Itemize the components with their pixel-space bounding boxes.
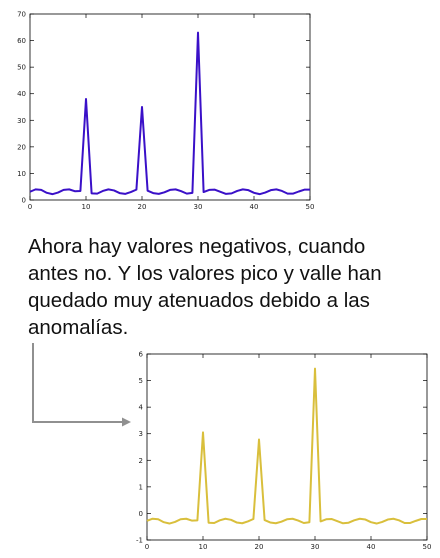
chart-bottom-ytick-label-2: 1 bbox=[139, 483, 143, 491]
chart-bottom-xtick-label-1: 10 bbox=[199, 543, 208, 551]
chart-top-ytick-label-0: 0 bbox=[22, 197, 26, 205]
annotation-line-3: quedado muy atenuados debido a las bbox=[28, 289, 370, 312]
arrow-head bbox=[122, 417, 131, 427]
arrow-path bbox=[32, 343, 124, 423]
chart-top: 0 10 20 30 40 50 0 10 20 30 40 50 60 70 bbox=[17, 11, 314, 212]
annotation-arrow bbox=[32, 343, 131, 427]
chart-bottom-ytick-label-6: 5 bbox=[139, 377, 143, 385]
chart-bottom-ytick-label-0: -1 bbox=[136, 537, 143, 545]
chart-top-xtick-label-4: 40 bbox=[250, 203, 259, 211]
chart-bottom-ytick-label-1: 0 bbox=[139, 510, 143, 518]
chart-top-ytick-label-4: 40 bbox=[17, 90, 26, 98]
chart-top-ytick-label-5: 50 bbox=[17, 64, 26, 72]
chart-top-ytick-label-6: 60 bbox=[17, 37, 26, 45]
chart-bottom-xtick-label-2: 20 bbox=[255, 543, 264, 551]
chart-bottom-frame bbox=[146, 353, 428, 541]
chart-bottom-xtick-label-0: 0 bbox=[145, 543, 149, 551]
annotation-text: Ahora hay valores negativos, cuando ante… bbox=[28, 235, 382, 339]
chart-top-xtick-label-5: 50 bbox=[306, 203, 315, 211]
annotation-line-4: anomalías. bbox=[28, 316, 128, 339]
chart-bottom-xtick-label-4: 40 bbox=[367, 543, 376, 551]
chart-top-xtick-label-1: 10 bbox=[82, 203, 91, 211]
chart-top-frame bbox=[29, 13, 311, 201]
chart-bottom-series-line-0 bbox=[146, 367, 427, 525]
chart-bottom-series bbox=[146, 367, 427, 525]
chart-bottom-ytick-label-5: 4 bbox=[139, 404, 144, 412]
chart-top-series-line-0 bbox=[29, 31, 310, 196]
chart-bottom-xtick-label-5: 50 bbox=[423, 543, 432, 551]
chart-bottom-ytick-label-7: 6 bbox=[139, 351, 144, 359]
annotation-line-2: antes no. Y los valores pico y valle han bbox=[28, 262, 382, 285]
chart-top-ytick-label-7: 70 bbox=[17, 11, 26, 19]
annotation-line-1: Ahora hay valores negativos, cuando bbox=[28, 235, 365, 258]
chart-top-ticks: 0 10 20 30 40 50 0 10 20 30 40 50 60 70 bbox=[17, 11, 314, 212]
chart-bottom-ytick-label-4: 3 bbox=[139, 430, 143, 438]
chart-top-xtick-label-2: 20 bbox=[138, 203, 147, 211]
chart-top-ytick-label-3: 30 bbox=[17, 117, 26, 125]
chart-top-xtick-label-3: 30 bbox=[194, 203, 203, 211]
chart-bottom-ytick-label-3: 2 bbox=[139, 457, 143, 465]
chart-top-series bbox=[29, 31, 310, 196]
chart-top-ytick-label-1: 10 bbox=[17, 170, 26, 178]
chart-top-xtick-label-0: 0 bbox=[28, 203, 32, 211]
chart-top-ytick-label-2: 20 bbox=[17, 143, 26, 151]
chart-bottom-xtick-label-3: 30 bbox=[311, 543, 320, 551]
